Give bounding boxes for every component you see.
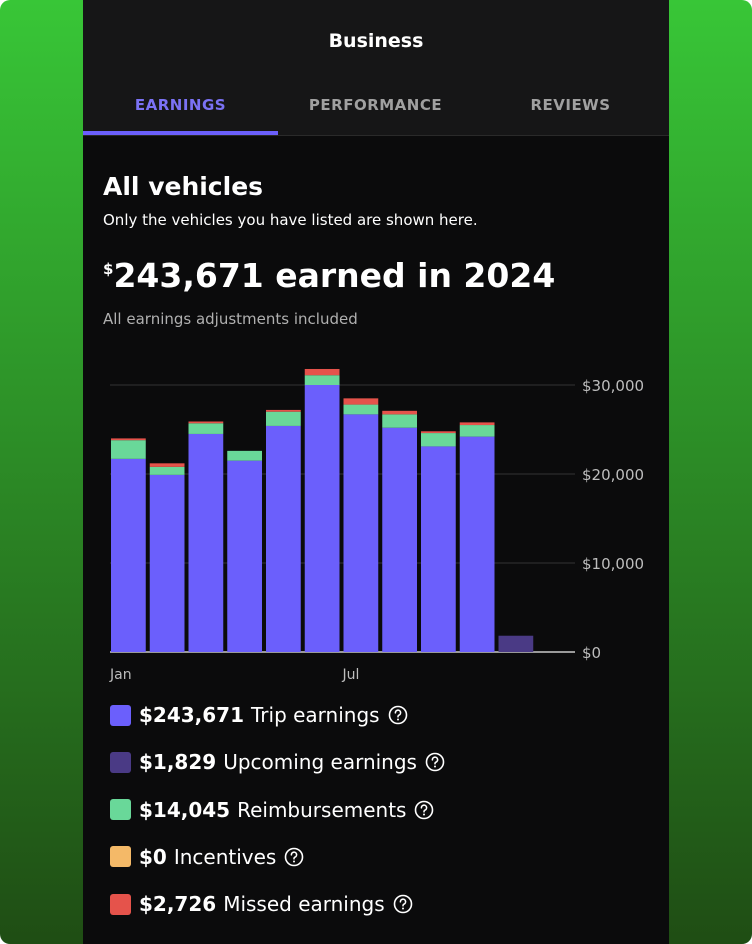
legend-item: $2,726 Missed earnings [110,892,413,916]
y-tick-label: $0 [582,644,601,662]
legend-amount: $1,829 [139,750,217,775]
legend-amount: $243,671 [139,703,245,727]
bar-segment [111,458,146,652]
legend-label: Reimbursements [237,797,407,822]
legend-amount: $0 [139,844,167,869]
bar-segment [227,460,262,652]
bar-segment [304,385,340,652]
legend-swatch [110,893,131,915]
bar-segment [149,463,185,467]
legend-swatch [110,704,131,726]
section-subtitle: Only the vehicles you have listed are sh… [103,211,478,229]
help-icon[interactable] [393,894,413,914]
bar-segment [111,438,146,441]
headline: $243,671 earned in 2024 [103,256,555,295]
bar-segment [421,446,456,652]
bar-segment [188,423,224,434]
bar-segment [343,398,379,405]
header: Business EARNINGS PERFORMANCE REVIEWS [83,0,669,136]
y-tick-label: $20,000 [582,466,644,484]
legend-swatch [110,799,131,821]
bar-segment [382,414,417,428]
legend-swatch [110,846,131,868]
legend-amount: $14,045 [139,797,231,822]
help-icon[interactable] [284,847,304,867]
bar-segment [498,635,534,652]
bar-segment [266,411,301,426]
headline-text: 243,671 earned in 2024 [113,256,556,295]
help-icon[interactable] [388,705,408,725]
bar-segment [149,474,185,652]
legend-label: Incentives [173,844,277,869]
y-tick-label: $10,000 [582,555,644,573]
section-title: All vehicles [103,172,264,201]
legend-label: Missed earnings [223,892,385,917]
note: All earnings adjustments included [103,310,358,328]
bar-segment [266,425,301,652]
panel: Business EARNINGS PERFORMANCE REVIEWS Al… [83,0,669,944]
tab[interactable]: EARNINGS [134,96,227,114]
bar-segment [421,433,456,447]
legend-item: $243,671 Trip earnings [110,703,408,727]
bar-segment [227,450,262,461]
help-icon[interactable] [414,800,434,820]
legend-item: $14,045 Reimbursements [110,798,434,822]
bar-segment [421,431,456,434]
bar-segment [266,409,301,412]
tab[interactable]: PERFORMANCE [308,96,443,114]
bar-segment [459,425,495,437]
chart: $0 $10,000 $20,000 $30,000 Jan Jul [109,368,644,683]
bar-segment [304,375,340,385]
help-icon[interactable] [425,752,445,772]
legend-amount: $2,726 [139,892,217,917]
tab-indicator [83,131,278,135]
tab[interactable]: REVIEWS [530,96,611,114]
bar-segment [188,421,224,424]
y-tick-label: $30,000 [582,377,644,395]
bar-segment [459,436,495,652]
header-title: Business [328,30,424,52]
bar-segment [343,414,379,652]
bar-segment [304,368,340,376]
legend-item: $1,829 Upcoming earnings [110,750,445,774]
bar-segment [459,422,495,426]
x-tick-label: Jul [342,667,360,683]
bar-segment [343,404,379,415]
legend-item: $0 Incentives [110,845,304,869]
bar-segment [149,466,185,475]
bar-segment [382,410,417,415]
bar-segment [188,433,224,652]
x-tick-label: Jan [109,667,132,683]
legend-swatch [110,751,131,773]
legend-label: Upcoming earnings [223,750,417,775]
currency: $ [103,260,114,278]
legend-label: Trip earnings [251,703,380,727]
bar-segment [111,440,146,459]
bar-segment [382,427,417,652]
